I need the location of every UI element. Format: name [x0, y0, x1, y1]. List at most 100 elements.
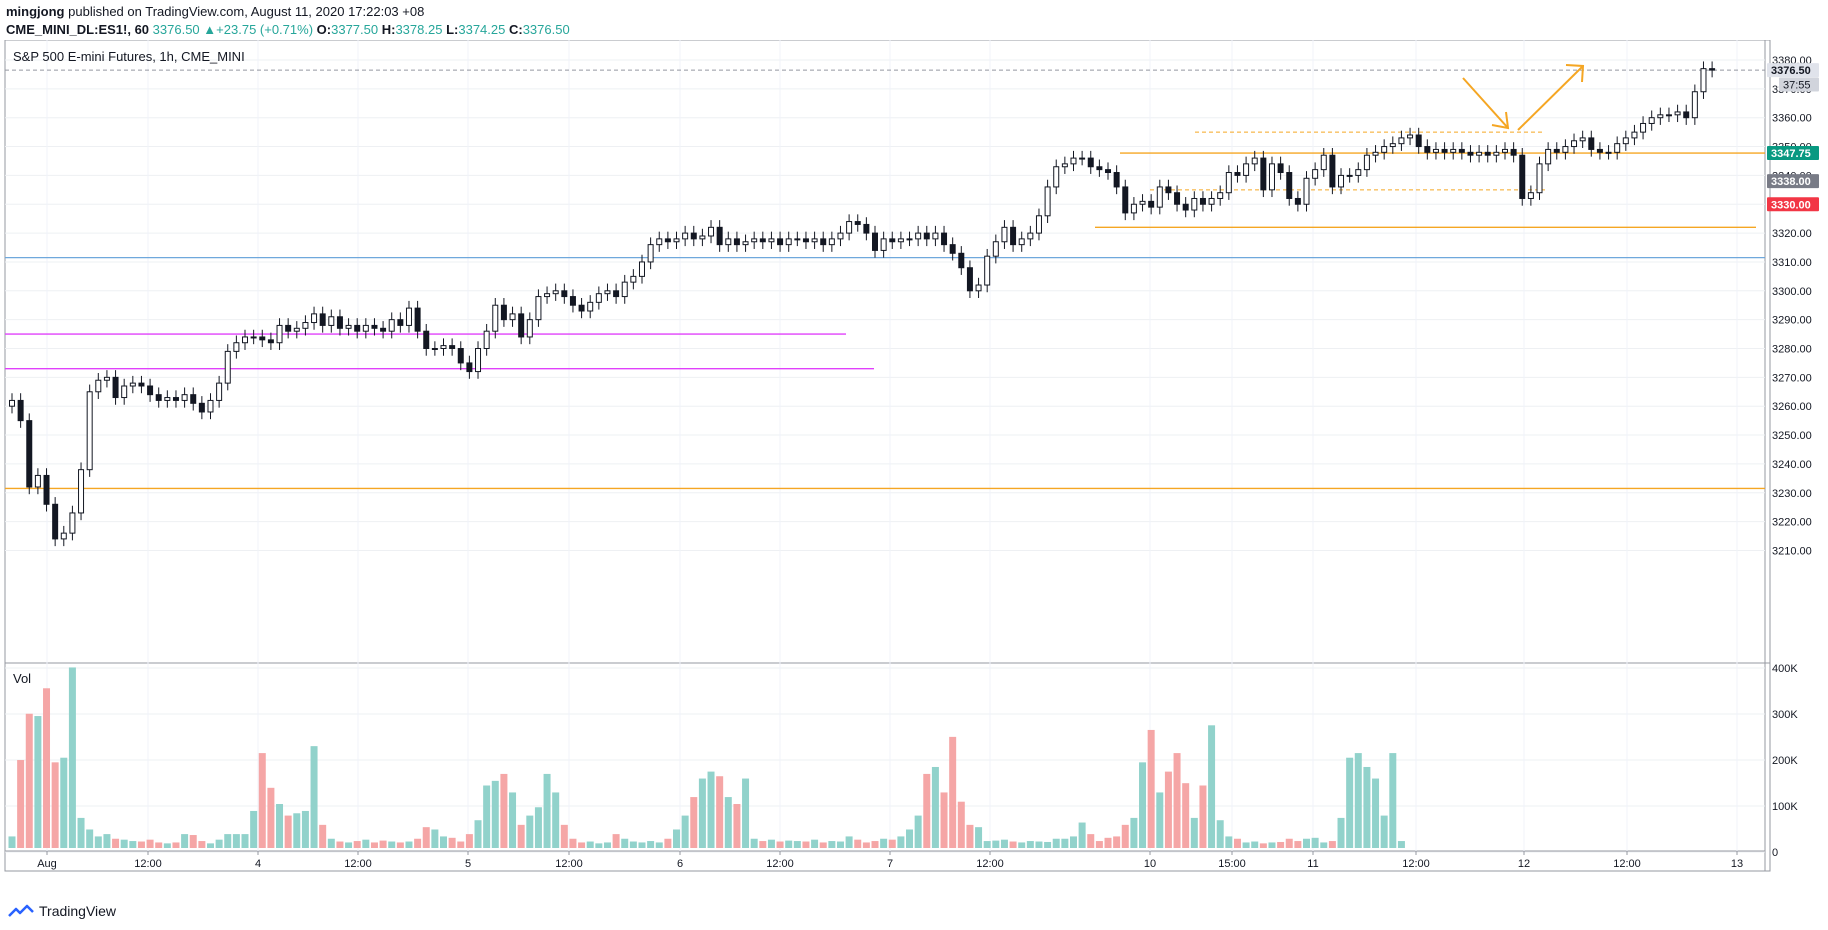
- volume-bar: [811, 839, 819, 848]
- volume-bar: [206, 843, 214, 848]
- volume-bar: [698, 778, 706, 848]
- volume-bar: [422, 827, 430, 848]
- volume-bar: [880, 838, 888, 848]
- candle-body: [742, 241, 749, 246]
- candle-body: [768, 238, 775, 243]
- candle-body: [1303, 177, 1310, 205]
- volume-bar: [716, 776, 724, 848]
- volume-bar: [1044, 841, 1052, 848]
- arrow-drawings[interactable]: [1462, 64, 1585, 131]
- candle-body: [233, 342, 240, 352]
- candle-body: [1415, 134, 1422, 148]
- volume-bar: [1130, 817, 1138, 848]
- volume-bar: [1173, 753, 1181, 848]
- time-tick-label: 7: [887, 858, 893, 870]
- volume-bar: [1277, 841, 1285, 848]
- candle-body: [1467, 151, 1474, 156]
- volume-bar: [1139, 762, 1147, 848]
- volume-bar: [284, 815, 292, 848]
- candle-body: [880, 238, 887, 251]
- time-tick-label: 12: [1518, 858, 1530, 870]
- candle-body: [1320, 154, 1327, 171]
- low-label: L:: [446, 22, 459, 37]
- candle-body: [872, 232, 878, 251]
- candle-body: [630, 275, 637, 283]
- volume-bar: [1251, 841, 1259, 848]
- candle-body: [414, 307, 421, 332]
- candle-body: [224, 350, 231, 384]
- candle-body: [1079, 157, 1086, 160]
- volume-bar: [163, 843, 171, 848]
- time-axis[interactable]: Aug 12:00 4 12:00 5 12:00 6 12:00 7 12:00 10 15:00 1…: [37, 851, 1743, 870]
- candle-body: [362, 324, 369, 332]
- candle-body: [1381, 146, 1388, 153]
- candle-body: [1700, 68, 1707, 93]
- volume-bar: [1242, 842, 1250, 848]
- candle-body: [1225, 172, 1232, 194]
- volume-bar: [181, 834, 189, 848]
- publish-info: mingjong published on TradingView.com, A…: [6, 4, 424, 19]
- volume-bar: [923, 773, 931, 848]
- close-label: C:: [508, 22, 523, 37]
- tradingview-logo-icon: [8, 904, 34, 917]
- volume-bar: [1397, 841, 1405, 848]
- tradingview-footer[interactable]: TradingView: [8, 903, 116, 919]
- candle-body: [897, 238, 904, 243]
- volume-bar: [137, 841, 145, 848]
- candle-body: [1545, 148, 1552, 165]
- volume-tick-label: 200K: [1772, 755, 1798, 767]
- volume-bar: [345, 842, 353, 848]
- price-tag-label: 3338.00: [1771, 176, 1811, 188]
- volume-bar: [586, 841, 594, 848]
- volume-bar: [68, 667, 76, 848]
- volume-bar: [94, 836, 102, 848]
- candle-body: [751, 238, 758, 243]
- candle-body: [311, 313, 318, 324]
- volume-bars: [8, 667, 1405, 848]
- candle-body: [129, 382, 136, 387]
- volume-bar: [1208, 725, 1216, 848]
- candle-body: [552, 290, 559, 295]
- volume-bar: [474, 820, 482, 848]
- price-tag-bg: [1767, 174, 1819, 189]
- volume-bar: [1225, 836, 1233, 848]
- volume-bar: [664, 838, 672, 848]
- time-tick-label: 15:00: [1218, 858, 1246, 870]
- volume-bar: [1328, 841, 1336, 848]
- candle-body: [483, 330, 490, 350]
- candle-body: [207, 399, 214, 413]
- chart-canvas[interactable]: 3380.003370.003360.003350.003340.003330.…: [0, 40, 1828, 892]
- up-arrow-line[interactable]: [1517, 65, 1584, 131]
- volume-bar: [543, 773, 551, 848]
- candlestick-series[interactable]: [9, 61, 1716, 547]
- candle-body: [1536, 163, 1543, 194]
- candle-body: [1148, 200, 1155, 208]
- candle-body: [1122, 186, 1129, 214]
- candle-body: [561, 290, 568, 298]
- price-tick-label: 3220.00: [1772, 517, 1812, 529]
- candle-body: [17, 399, 24, 422]
- candle-body: [60, 532, 67, 540]
- candle-body: [777, 238, 784, 246]
- drawing-layer[interactable]: [5, 69, 1765, 490]
- symbol-label[interactable]: CME_MINI_DL:ES1!, 60: [6, 22, 150, 37]
- candle-body: [1277, 163, 1284, 174]
- author-name[interactable]: mingjong: [6, 4, 65, 19]
- candle-body: [1001, 226, 1008, 243]
- volume-bar: [526, 815, 534, 848]
- volume-bar: [1199, 785, 1207, 848]
- down-arrow-line[interactable]: [1462, 77, 1509, 129]
- price-axis[interactable]: 3380.003370.003360.003350.003340.003330.…: [1772, 55, 1812, 557]
- candle-body: [1372, 151, 1379, 156]
- candle-body: [1199, 197, 1206, 205]
- price-tick-label: 3260.00: [1772, 401, 1812, 413]
- volume-bar: [146, 839, 154, 848]
- volume-bar: [1052, 838, 1060, 848]
- volume-bar: [767, 839, 775, 848]
- time-tick-label: 11: [1307, 858, 1318, 870]
- volume-bar: [983, 841, 991, 848]
- volume-bar: [1009, 841, 1017, 848]
- candle-body: [1165, 186, 1172, 194]
- candle-body: [1519, 154, 1526, 199]
- candle-body: [1683, 111, 1690, 119]
